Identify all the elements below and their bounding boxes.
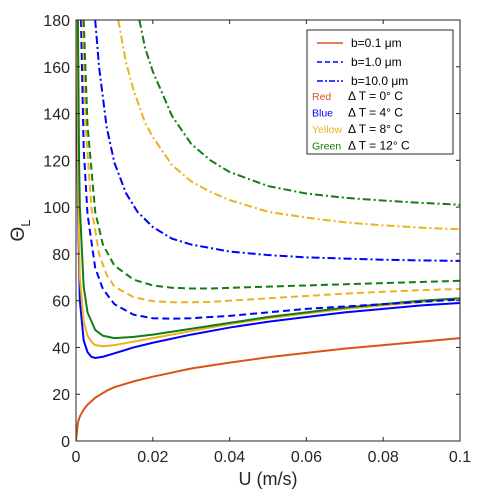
series-line-3: [76, 20, 460, 348]
series-line-6: [81, 20, 460, 304]
y-tick: 100: [43, 200, 460, 217]
y-tick: 60: [52, 294, 460, 311]
x-tick-label: 0: [72, 449, 81, 466]
series-line-7: [82, 20, 460, 290]
y-tick-label: 180: [43, 13, 70, 30]
y-tick-label: 140: [43, 107, 70, 124]
x-axis-ticks: 0 0.02 0.04 0.06 0.08 0.1: [72, 20, 471, 466]
x-tick-label: 0.04: [214, 449, 245, 466]
y-tick-label: 160: [43, 60, 70, 77]
legend-temperature-label: Δ T = 8° C: [348, 122, 403, 136]
legend-color-name: Blue: [312, 108, 333, 120]
legend-color-name: Red: [312, 91, 331, 103]
y-tick-label: 100: [43, 200, 70, 217]
legend-color-name: Yellow: [312, 124, 342, 136]
y-tick-label: 20: [52, 387, 70, 404]
legend-temperature-label: Δ T = 0° C: [348, 89, 403, 103]
y-tick-label: 40: [52, 340, 70, 357]
axes-box: [75, 19, 461, 442]
y-axis-label-main: Θ: [8, 227, 29, 242]
x-tick: 0.04: [214, 20, 245, 466]
series-line-2: [76, 20, 460, 359]
series-line-1: [76, 337, 460, 441]
y-tick: 180: [43, 13, 460, 30]
series-line-10: [138, 20, 460, 206]
y-tick: 120: [43, 153, 460, 170]
y-tick: 40: [52, 340, 460, 357]
legend-linestyle-label: b=1.0 μm: [351, 55, 402, 69]
y-axis-label: ΘL: [8, 219, 33, 241]
x-tick: 0: [72, 20, 81, 466]
legend-linestyle-label: b=0.1 μm: [351, 36, 402, 50]
y-tick-label: 120: [43, 153, 70, 170]
y-tick: 160: [43, 60, 460, 77]
x-tick-label: 0.02: [137, 449, 168, 466]
legend-box: [306, 29, 454, 155]
y-tick: 140: [43, 107, 460, 124]
legend-temperature-label: Δ T = 4° C: [348, 106, 403, 120]
legend-color-name: Green: [312, 141, 341, 153]
y-axis-label-sub: L: [18, 219, 33, 226]
x-tick: 0.1: [449, 20, 471, 466]
y-tick-label: 60: [52, 294, 70, 311]
x-tick-label: 0.1: [449, 449, 471, 466]
x-tick-label: 0.08: [368, 449, 399, 466]
series-layer: [76, 20, 460, 441]
series-line-8: [94, 20, 460, 262]
y-axis-ticks: 0 20 40 60 80 100 120 140 160 180: [43, 13, 460, 451]
y-tick: 80: [52, 247, 460, 264]
x-tick: 0.02: [137, 20, 168, 466]
x-axis-label: U (m/s): [239, 469, 298, 489]
x-tick: 0.08: [368, 20, 399, 466]
series-line-9: [117, 20, 460, 231]
y-tick: 20: [52, 387, 460, 404]
x-tick: 0.06: [291, 20, 322, 466]
y-tick-label: 80: [52, 247, 70, 264]
legend-linestyle-label: b=10.0 μm: [351, 74, 408, 88]
y-tick-label: 0: [61, 434, 70, 451]
y-tick: 0: [61, 434, 460, 451]
legend-temperature-label: Δ T = 12° C: [348, 139, 410, 153]
legend: b=0.1 μm b=1.0 μm b=10.0 μm Red Δ T = 0° C Bl…: [306, 29, 454, 155]
x-tick-label: 0.06: [291, 449, 322, 466]
